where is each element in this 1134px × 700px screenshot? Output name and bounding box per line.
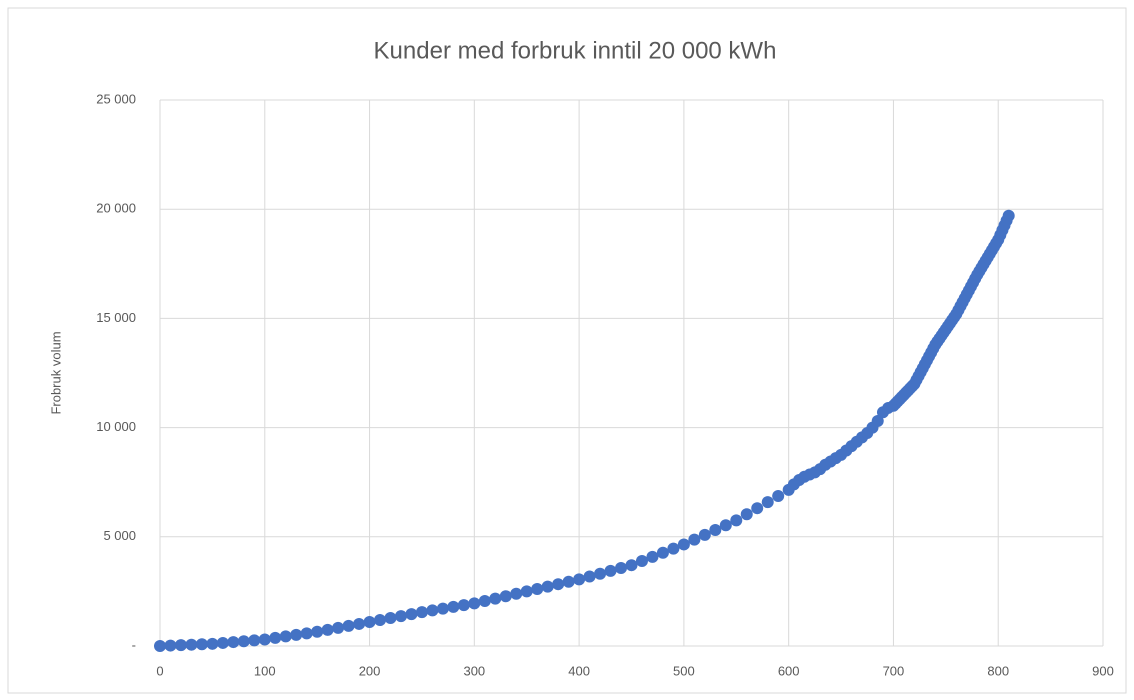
data-point [279,630,292,643]
data-point [216,636,229,649]
data-point [646,550,659,563]
data-point [730,514,743,527]
data-point [751,502,764,515]
data-point [489,592,502,605]
data-point [405,608,418,621]
data-point [698,528,711,541]
data-point [871,415,884,428]
data-point [719,519,732,532]
x-tick-label: 0 [156,663,163,678]
data-point [269,631,282,644]
x-tick-label: 900 [1092,663,1114,678]
data-point [374,614,387,627]
y-tick-label: 20 000 [96,201,136,216]
x-tick-label: 600 [778,663,800,678]
data-point [468,597,481,610]
data-point [625,559,638,572]
data-point [447,600,460,613]
data-point [562,575,575,588]
chart-frame [7,7,1127,694]
data-point [321,623,334,636]
data-point [615,562,628,575]
data-point [656,546,669,559]
data-point [363,615,376,628]
data-point [227,636,240,649]
data-point [353,617,366,630]
y-axis-label: Frobruk volum [48,331,63,414]
data-point [384,612,397,625]
data-point [185,638,198,651]
data-point [573,573,586,586]
x-tick-label: 800 [987,663,1009,678]
data-point [248,634,261,647]
y-tick-label: 15 000 [96,310,136,325]
data-point [604,564,617,577]
data-point [740,508,753,521]
data-point [552,578,565,591]
x-tick-label: 400 [568,663,590,678]
x-tick-label: 200 [359,663,381,678]
x-tick-label: 500 [673,663,695,678]
data-point [510,587,523,600]
data-point [342,619,355,632]
y-tick-label: 10 000 [96,419,136,434]
data-point [436,602,449,615]
data-point [635,555,648,568]
data-point [531,582,544,595]
data-point [583,570,596,583]
data-point [415,606,428,619]
data-point [499,590,512,603]
data-point [258,633,271,646]
x-tick-label: 300 [463,663,485,678]
data-point [290,628,303,641]
data-point [300,627,313,640]
data-point [709,524,722,537]
chart-title: Kunder med forbruk inntil 20 000 kWh [374,37,777,64]
data-point [541,580,554,593]
x-tick-label: 100 [254,663,276,678]
data-point [237,635,250,648]
data-point [206,637,219,650]
data-point [761,496,774,509]
data-point [154,640,166,652]
data-point [772,489,785,502]
data-point [332,621,345,634]
y-tick-label: - [132,637,136,652]
data-point [1002,209,1015,222]
data-point [688,533,701,546]
data-point [677,538,690,551]
data-point [667,542,680,555]
data-point [520,585,533,598]
data-point [195,638,208,651]
y-tick-label: 25 000 [96,91,136,106]
data-point [457,599,470,612]
data-point [164,639,177,652]
x-tick-label: 700 [883,663,905,678]
data-point [594,567,607,580]
data-point [426,604,439,617]
data-point [311,625,324,638]
y-tick-label: 5 000 [103,528,136,543]
data-point [174,639,187,652]
data-point [478,595,491,608]
data-point [394,610,407,623]
